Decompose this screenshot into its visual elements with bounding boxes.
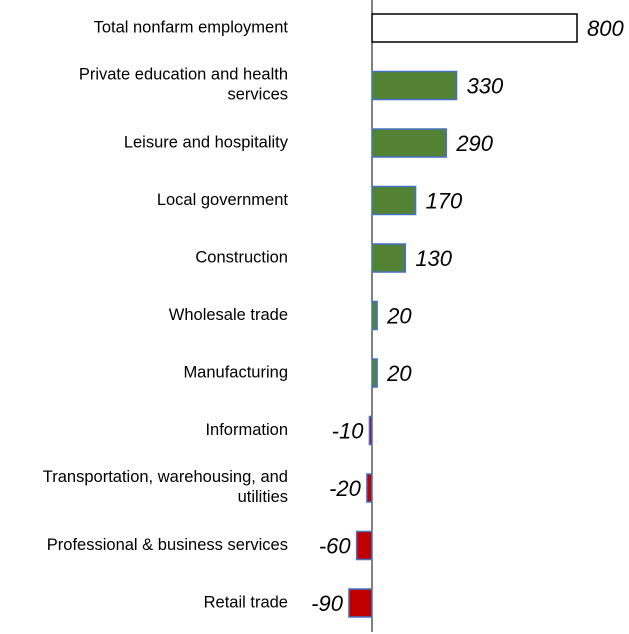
- bar: [368, 415, 373, 446]
- data-label: -10: [332, 418, 365, 443]
- y-tick-label: Local government: [157, 191, 289, 209]
- bar: [348, 588, 373, 618]
- y-tick-label: Professional & business services: [47, 536, 288, 554]
- data-label: 130: [415, 246, 452, 271]
- bar: [366, 473, 373, 503]
- data-label: 170: [426, 188, 463, 213]
- y-tick-label: Private education and health services: [79, 66, 288, 104]
- data-label: 290: [455, 131, 493, 156]
- y-tick-label: Transportation, warehousing, and utilitie…: [43, 468, 288, 506]
- data-label: 330: [467, 73, 504, 98]
- y-tick-label: Construction: [195, 248, 288, 266]
- bar: [371, 243, 407, 273]
- bar: [371, 300, 378, 331]
- data-label: 800: [587, 16, 624, 41]
- y-tick-label: Manufacturing: [183, 363, 288, 381]
- bar: [371, 70, 458, 101]
- data-label: -60: [319, 533, 352, 558]
- data-label: -20: [329, 476, 362, 501]
- bar: [371, 13, 578, 43]
- data-label: 20: [386, 303, 412, 328]
- bar: [371, 185, 417, 216]
- data-label: -90: [311, 591, 344, 616]
- y-tick-label: Total nonfarm employment: [94, 18, 289, 36]
- y-tick-label: Retail trade: [204, 593, 288, 611]
- bar: [371, 358, 378, 388]
- data-label: 20: [386, 361, 412, 386]
- y-tick-label: Leisure and hospitality: [124, 133, 289, 151]
- bar: [371, 128, 448, 158]
- y-tick-label: Wholesale trade: [169, 306, 288, 324]
- bar: [355, 530, 373, 561]
- y-tick-label: Information: [205, 421, 288, 439]
